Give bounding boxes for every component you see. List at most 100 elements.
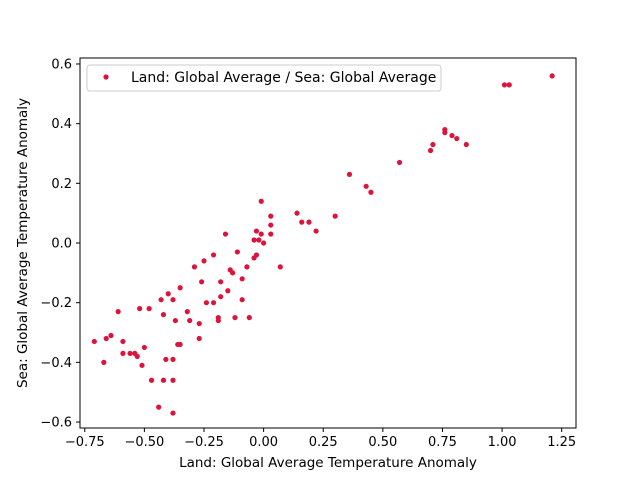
- x-tick-label: 0.75: [428, 435, 457, 450]
- data-point: [225, 288, 231, 294]
- data-point: [196, 335, 202, 342]
- data-point: [268, 222, 274, 228]
- data-point: [246, 314, 252, 321]
- data-point: [101, 359, 107, 365]
- data-point: [120, 338, 126, 345]
- legend: Land: Global Average / Sea: Global Avera…: [86, 64, 442, 92]
- x-tick-label: −0.25: [184, 435, 224, 450]
- legend-box: [86, 64, 442, 92]
- data-point: [306, 219, 312, 225]
- data-point: [501, 82, 508, 88]
- data-point: [160, 312, 167, 318]
- y-tick-label: 0.4: [51, 117, 72, 132]
- y-tick-label: 0.0: [51, 237, 72, 252]
- y-axis-ticks: −0.6 −0.4 −0.2 0.0 0.2 0.4 0.6: [40, 57, 80, 431]
- data-point: [454, 135, 460, 142]
- legend-label: Land: Global Average / Sea: Global Avera…: [131, 70, 436, 86]
- data-point: [449, 132, 455, 139]
- data-point: [363, 183, 369, 189]
- x-axis-label: Land: Global Average Temperature Anomaly: [179, 455, 477, 471]
- data-point: [170, 410, 176, 416]
- data-point: [258, 231, 264, 237]
- x-tick-label: 0.25: [309, 435, 338, 450]
- data-point: [253, 252, 260, 258]
- data-point: [332, 213, 338, 219]
- data-point: [230, 270, 236, 276]
- data-point: [156, 404, 162, 410]
- data-point: [268, 213, 274, 219]
- data-point: [203, 300, 209, 306]
- data-point: [427, 147, 434, 154]
- data-point: [346, 171, 353, 177]
- data-point: [158, 297, 164, 303]
- data-point: [108, 332, 114, 339]
- y-tick-label: −0.4: [40, 356, 72, 371]
- data-point: [201, 258, 207, 264]
- data-point: [127, 350, 133, 357]
- data-point: [442, 127, 448, 133]
- data-point: [177, 285, 183, 291]
- y-tick-label: −0.6: [40, 416, 72, 431]
- data-point: [196, 320, 202, 327]
- data-point: [506, 82, 512, 88]
- data-point: [103, 335, 109, 342]
- x-tick-label: −0.75: [65, 435, 105, 450]
- data-point: [163, 356, 169, 362]
- data-point: [277, 264, 283, 270]
- data-point: [549, 73, 555, 79]
- data-point: [368, 189, 374, 195]
- x-tick-label: 1.00: [488, 435, 517, 450]
- data-point: [134, 353, 140, 359]
- data-point: [210, 252, 217, 258]
- data-point: [218, 294, 224, 300]
- y-tick-label: 0.6: [51, 57, 72, 72]
- data-point: [232, 314, 238, 321]
- legend-marker: [103, 74, 109, 80]
- data-point: [172, 317, 178, 324]
- data-point: [258, 198, 264, 204]
- data-point: [165, 291, 171, 297]
- data-point: [170, 356, 176, 362]
- data-point: [146, 306, 152, 312]
- data-point: [170, 297, 176, 303]
- x-tick-label: 0.00: [249, 435, 278, 450]
- data-point: [187, 317, 193, 324]
- y-tick-label: −0.2: [40, 296, 72, 311]
- y-tick-label: 0.2: [51, 177, 72, 192]
- x-axis-ticks: −0.75 −0.50 −0.25 0.00 0.25 0.50 0.75 1.00 1.25: [65, 428, 576, 450]
- axes-frame: [79, 57, 577, 429]
- data-point: [184, 309, 190, 315]
- data-point: [170, 377, 176, 383]
- data-point: [430, 141, 436, 148]
- data-point: [139, 362, 145, 368]
- plot-area: [91, 73, 555, 416]
- data-point: [299, 219, 305, 225]
- data-point: [137, 306, 143, 312]
- x-tick-label: −0.50: [124, 435, 164, 450]
- data-point: [256, 237, 262, 243]
- y-axis-label: Sea: Global Average Temperature Anomaly: [15, 98, 31, 388]
- data-point: [244, 264, 250, 270]
- data-point: [239, 297, 245, 303]
- data-point: [115, 309, 121, 315]
- data-point: [141, 344, 147, 351]
- data-point: [251, 237, 257, 243]
- data-point: [239, 276, 245, 282]
- data-point: [234, 249, 240, 255]
- data-point: [215, 317, 221, 324]
- data-point: [222, 231, 229, 237]
- x-tick-label: 0.50: [368, 435, 397, 450]
- data-point: [294, 210, 300, 216]
- data-point: [253, 228, 260, 234]
- data-point: [91, 338, 97, 345]
- data-point: [210, 300, 217, 306]
- x-tick-label: 1.25: [547, 435, 576, 450]
- data-point: [191, 264, 198, 270]
- data-point: [148, 377, 155, 383]
- data-point: [160, 377, 167, 383]
- data-point: [396, 159, 403, 166]
- data-point: [268, 231, 274, 237]
- data-point: [218, 279, 224, 285]
- data-point: [120, 350, 126, 357]
